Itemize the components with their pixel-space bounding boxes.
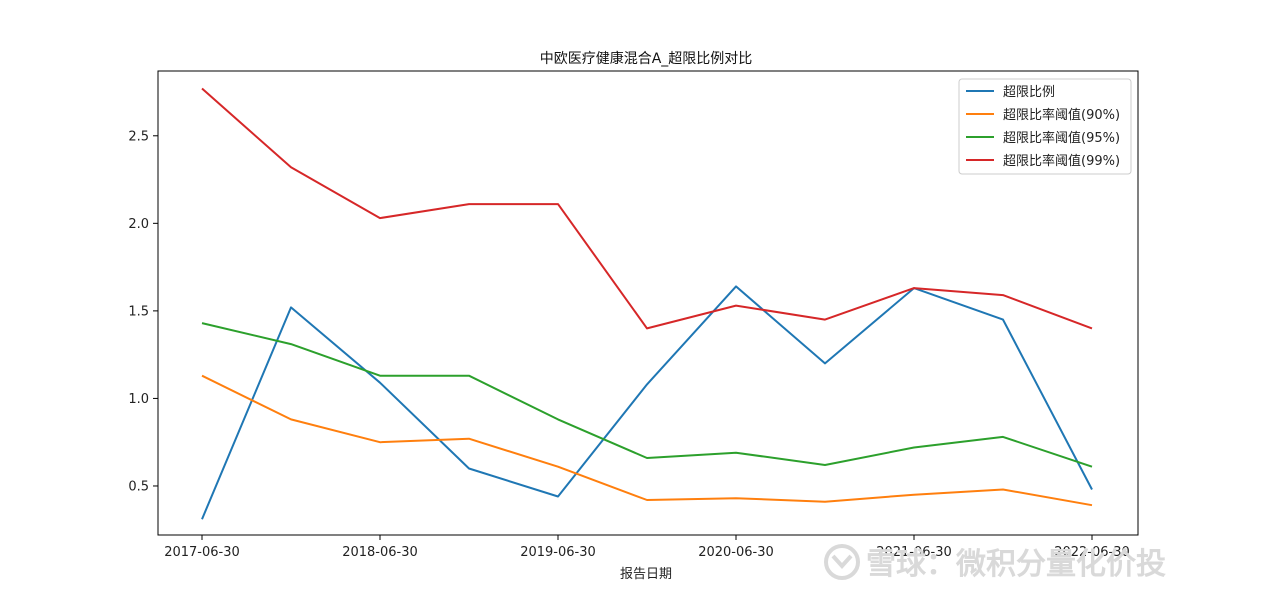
- series-line-3: [201, 87, 1093, 330]
- x-tick-label: 2019-06-30: [520, 545, 596, 560]
- watermark-logo-icon: [824, 544, 860, 580]
- series-lines: [201, 87, 1093, 520]
- series-line-0: [201, 285, 1093, 520]
- y-tick-label: 1.0: [128, 392, 149, 407]
- watermark: 雪球：微积分量化价投: [824, 544, 1166, 582]
- x-tick-label: 2018-06-30: [342, 545, 418, 560]
- x-axis: 2017-06-30 2018-06-30 2019-06-30 2020-06-30…: [164, 535, 1130, 560]
- watermark-text: 雪球：微积分量化价投: [866, 547, 1166, 582]
- legend-label: 超限比率阈值(90%): [1003, 107, 1120, 123]
- y-tick-label: 0.5: [128, 479, 149, 494]
- x-axis-label: 报告日期: [620, 567, 672, 582]
- y-tick-label: 2.0: [128, 217, 149, 232]
- y-tick-label: 1.5: [128, 304, 149, 319]
- plot-area: [157, 70, 1139, 536]
- y-tick-label: 2.5: [128, 129, 149, 144]
- legend-label: 超限比率阈值(95%): [1003, 130, 1120, 146]
- series-line-1: [201, 374, 1093, 507]
- x-tick-label: 2017-06-30: [164, 545, 240, 560]
- legend-label: 超限比率阈值(99%): [1003, 153, 1120, 169]
- legend-box: [958, 78, 1132, 175]
- chart-title: 中欧医疗健康混合A_超限比例对比: [540, 50, 753, 67]
- x-tick-label: 2020-06-30: [698, 545, 774, 560]
- series-line-2: [201, 322, 1093, 468]
- x-tick-label: 2021-06-30: [876, 545, 952, 560]
- x-tick-label: 2022-06-30: [1054, 545, 1130, 560]
- y-axis: 0.5 1.0 1.5 2.0 2.5: [128, 129, 158, 494]
- legend-label: 超限比例: [1003, 85, 1055, 100]
